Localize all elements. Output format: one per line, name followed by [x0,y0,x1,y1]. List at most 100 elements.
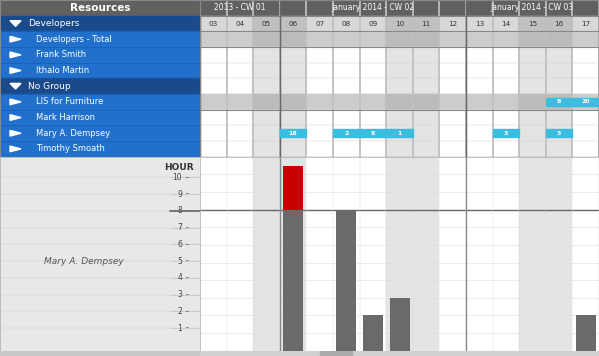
Bar [0,78,200,94]
Text: January 2014 - CW 02: January 2014 - CW 02 [331,3,415,12]
Bar [440,63,466,78]
Text: 11: 11 [422,21,431,26]
Bar [546,94,573,110]
Bar [386,125,413,141]
Text: 07: 07 [315,21,325,26]
Bar [573,16,599,31]
Bar [283,210,303,351]
Bar [280,125,307,141]
Bar [546,31,573,47]
Bar [359,31,386,47]
Bar [307,94,333,110]
Bar [573,125,599,141]
Bar [389,298,410,351]
Bar [280,16,307,31]
Bar [386,110,413,125]
Bar [492,94,519,110]
Bar [307,141,333,157]
Text: HOUR: HOUR [165,163,194,172]
Text: 06: 06 [289,21,298,26]
Text: January 2014 - CW 03: January 2014 - CW 03 [491,3,574,12]
Text: 1: 1 [177,324,182,333]
Text: 03: 03 [208,21,218,26]
Bar [413,63,440,78]
Bar [466,63,492,78]
Bar [466,110,492,125]
Bar [200,157,599,351]
Bar [307,125,333,141]
Bar [413,78,440,94]
Bar [413,157,440,172]
Bar [386,63,413,78]
Bar [226,141,253,157]
Bar [226,16,253,31]
Bar [307,31,333,47]
Bar [492,129,519,137]
Text: 1: 1 [397,131,402,136]
Text: 9: 9 [177,190,182,199]
Text: 3: 3 [557,131,561,136]
Bar [359,47,386,63]
Bar [226,157,253,351]
Bar [386,78,413,94]
Text: 18: 18 [289,131,298,136]
Text: -: - [186,290,189,299]
Text: 04: 04 [235,21,244,26]
Bar [386,157,413,172]
Bar [333,125,359,141]
Bar [280,78,307,94]
Bar [307,157,333,351]
Bar [440,141,466,157]
Bar [359,16,386,31]
Bar [576,315,595,351]
Bar [0,110,200,125]
Bar [440,157,466,351]
Polygon shape [10,83,21,89]
Bar [200,157,226,172]
Text: 6: 6 [177,240,182,249]
Bar [363,315,383,351]
Bar [492,141,519,157]
Text: 8: 8 [177,206,182,215]
Bar [440,157,466,172]
Bar [283,166,303,210]
Text: -: - [186,223,189,232]
Bar [413,110,440,125]
Bar [253,63,280,78]
Bar [253,94,280,110]
Bar [466,125,492,141]
Bar [492,16,519,31]
Polygon shape [10,21,21,26]
Bar [546,157,573,172]
Bar [546,98,573,106]
Bar [200,63,226,78]
Bar [280,129,307,137]
Bar [386,31,413,47]
Text: -: - [186,273,189,282]
Bar [253,47,280,63]
Bar [280,157,307,172]
Bar [519,31,546,47]
Polygon shape [10,68,21,73]
Bar [492,157,519,351]
Bar [466,0,599,16]
Bar [280,31,307,47]
Bar [466,31,492,47]
Bar [333,31,359,47]
Text: 2: 2 [177,307,182,316]
Bar [546,141,573,157]
Bar [307,157,333,172]
Bar [200,31,226,47]
Bar [333,78,359,94]
Bar [253,157,280,351]
Bar [573,94,599,110]
Bar [492,31,519,47]
Bar [359,94,386,110]
Bar [253,110,280,125]
Text: 08: 08 [341,21,351,26]
Bar [307,63,333,78]
Bar [519,78,546,94]
Text: Mary A. Dempsey: Mary A. Dempsey [36,129,110,138]
Bar [546,16,573,31]
Text: Mary A. Dempsey: Mary A. Dempsey [44,257,124,266]
